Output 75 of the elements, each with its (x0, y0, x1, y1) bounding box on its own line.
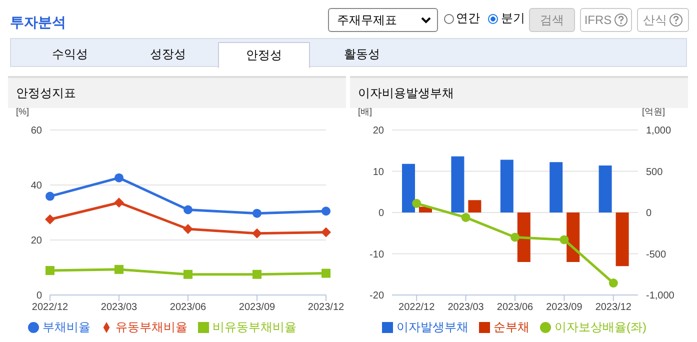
text: 수익성 (51, 46, 89, 62)
bar (566, 212, 580, 262)
chart-title: 안정성지표 (8, 78, 346, 108)
legend-label: 이자발생부채 (396, 320, 468, 334)
text: 산식 (643, 12, 667, 28)
y-tick-label: 0 (36, 290, 42, 302)
point (252, 270, 262, 279)
chart-title: 이자비용발생부채 (350, 78, 688, 108)
text: 활동성 (343, 46, 381, 62)
point (608, 278, 618, 288)
point (461, 212, 470, 222)
legend-label: 이자보상배율(좌) (554, 320, 646, 334)
text: 분기 (501, 10, 525, 27)
point (412, 198, 422, 208)
point (184, 270, 192, 279)
y-axis-title: [배] (358, 106, 372, 116)
y2-tick-label: 500 (646, 166, 664, 178)
y-tick-label: -20 (370, 290, 384, 302)
y2-tick-label: 1,000 (646, 126, 672, 137)
x-tick-label: 2022/12 (32, 302, 69, 314)
legend-label: 비유동부채비율 (212, 320, 296, 334)
x-tick-label: 2022/12 (398, 302, 436, 314)
bar (500, 160, 514, 212)
point (114, 173, 124, 182)
y-tick-label: 10 (372, 166, 384, 178)
text: IFRS (584, 13, 612, 27)
point (322, 206, 330, 216)
bar (598, 165, 612, 212)
point (46, 192, 54, 201)
point (114, 198, 124, 208)
x-tick-label: 2023/03 (100, 302, 138, 314)
x-tick-label: 2023/03 (448, 302, 484, 314)
x-tick-label: 2023/06 (170, 302, 207, 314)
bar (468, 200, 482, 212)
y2-tick-label: -500 (646, 249, 666, 260)
y-tick-label: 40 (30, 180, 42, 192)
point (183, 224, 193, 234)
y-tick-label: 0 (378, 208, 384, 220)
x-tick-label: 2023/12 (595, 302, 632, 314)
text: 성장성 (149, 46, 187, 62)
point (46, 266, 54, 276)
text: 투자분석 (10, 14, 66, 32)
y-axis-title: [%] (16, 106, 30, 116)
y2-tick-label: 0 (646, 208, 652, 220)
y2-axis-title: [억원] (642, 106, 666, 116)
bar (550, 162, 563, 212)
x-tick-label: 2023/09 (238, 302, 276, 314)
bar (616, 212, 629, 266)
point (321, 227, 331, 238)
bar (402, 164, 415, 212)
y-tick-label: 60 (30, 126, 42, 137)
text: 주재무제표 (337, 12, 397, 28)
y2-tick-label: -1,000 (646, 290, 675, 302)
y-tick-label: 20 (30, 236, 42, 247)
point (184, 205, 192, 214)
x-tick-label: 2023/12 (308, 302, 345, 314)
bar (517, 212, 530, 262)
point (252, 228, 262, 238)
point (322, 268, 330, 278)
point (252, 208, 262, 218)
point (510, 232, 520, 242)
text: 안정성 (218, 42, 310, 68)
x-tick-label: 2023/09 (546, 302, 583, 314)
point (114, 264, 124, 274)
point (560, 235, 569, 244)
bar (451, 156, 464, 212)
point (45, 214, 55, 224)
text: 검색 (540, 12, 564, 28)
legend-label: 부채비율 (42, 320, 90, 334)
text: 연간 (456, 10, 480, 27)
x-tick-label: 2023/06 (496, 302, 534, 314)
y-tick-label: -10 (370, 249, 384, 260)
legend-label: 유동부채비율 (116, 320, 188, 334)
y-tick-label: 20 (372, 126, 384, 137)
legend-label: 순부채 (494, 320, 530, 334)
